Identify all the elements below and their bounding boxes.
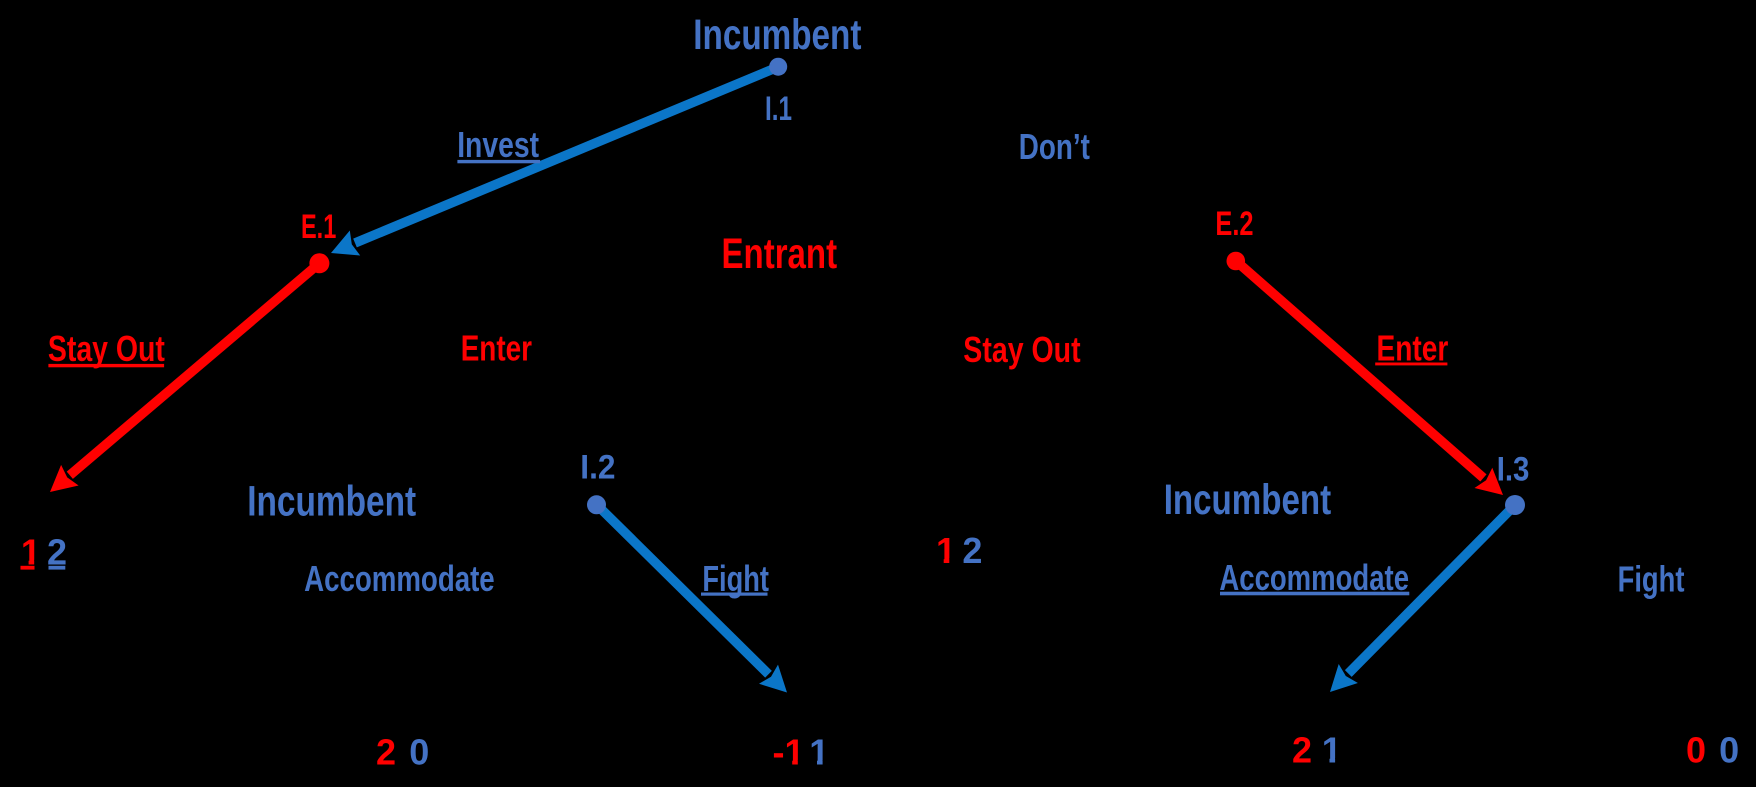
svg-text:I.1: I.1: [765, 90, 792, 128]
svg-text:1: 1: [809, 732, 829, 773]
svg-text:Don’t: Don’t: [1019, 126, 1090, 167]
svg-text:Fight: Fight: [702, 558, 769, 599]
svg-text:Invest: Invest: [457, 124, 539, 165]
svg-text:-1: -1: [772, 732, 804, 773]
svg-text:Incumbent: Incumbent: [247, 478, 416, 526]
svg-text:I.3: I.3: [1497, 451, 1530, 489]
svg-text:Enter: Enter: [1377, 327, 1449, 368]
svg-text:0: 0: [1719, 730, 1739, 771]
svg-text:1: 1: [1322, 730, 1342, 771]
svg-text:Fight: Fight: [1618, 559, 1685, 600]
svg-text:E.1: E.1: [301, 208, 336, 246]
svg-text:Accommodate: Accommodate: [1219, 557, 1409, 598]
svg-text:0: 0: [409, 732, 429, 773]
svg-text:2: 2: [47, 531, 67, 572]
svg-text:1: 1: [936, 530, 956, 571]
svg-text:2: 2: [962, 530, 982, 571]
svg-text:Stay Out: Stay Out: [48, 328, 165, 369]
svg-text:Incumbent: Incumbent: [693, 11, 861, 59]
svg-text:2: 2: [1292, 730, 1312, 771]
svg-text:Entrant: Entrant: [722, 230, 838, 278]
svg-text:I.2: I.2: [580, 448, 615, 486]
svg-text:Enter: Enter: [461, 328, 532, 369]
svg-text:0: 0: [1686, 730, 1706, 771]
svg-text:2: 2: [376, 732, 396, 773]
svg-text:Incumbent: Incumbent: [1164, 476, 1332, 524]
svg-text:Stay Out: Stay Out: [963, 329, 1080, 370]
svg-text:Accommodate: Accommodate: [304, 558, 495, 599]
svg-text:E.2: E.2: [1215, 205, 1253, 243]
